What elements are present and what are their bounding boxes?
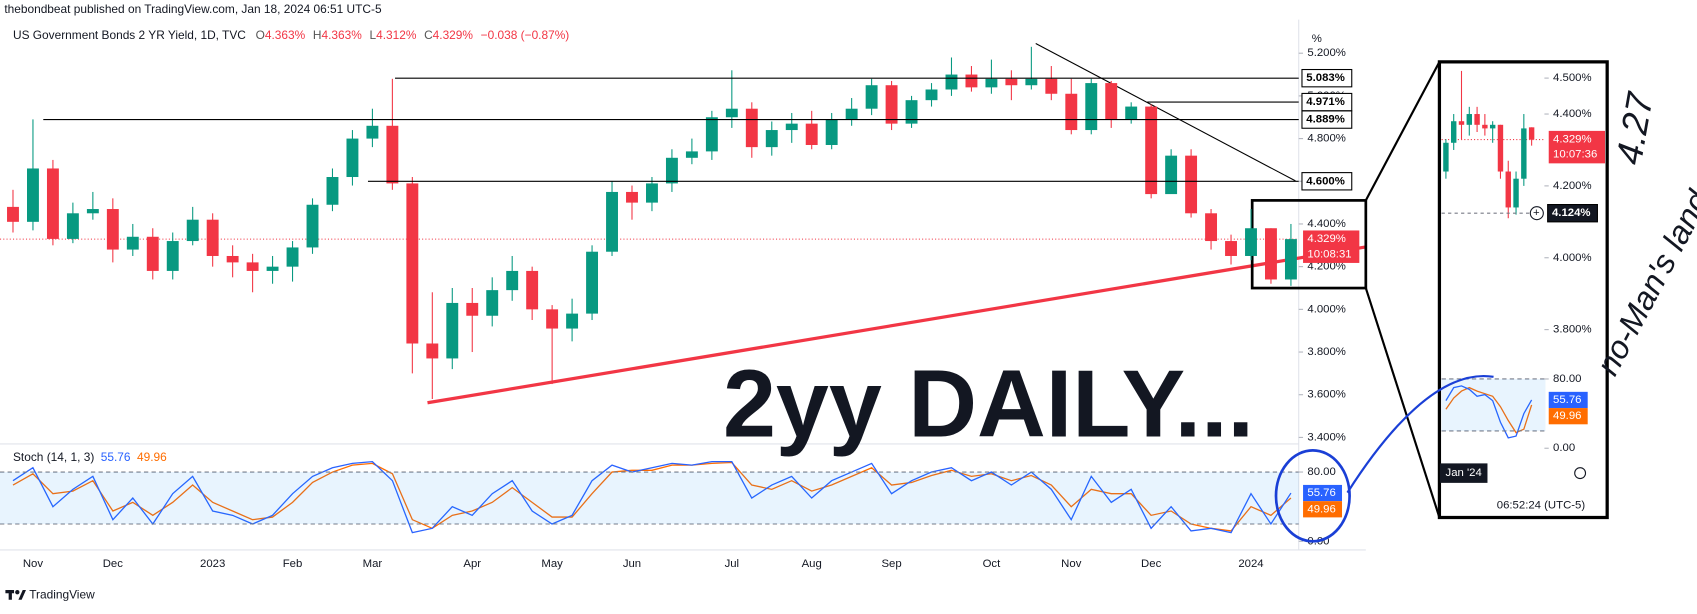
ohlc-value: 4.363% bbox=[265, 28, 306, 42]
axis-unit: % bbox=[1312, 33, 1322, 45]
x-tick-label: Dec bbox=[1141, 558, 1162, 570]
big-annotation: 2yy DAILY... bbox=[723, 352, 1254, 458]
x-tick-label: 2024 bbox=[1238, 558, 1263, 570]
x-tick-label: Jun bbox=[623, 558, 641, 570]
x-tick-label: Sep bbox=[881, 558, 901, 570]
logo-part bbox=[8, 590, 12, 600]
handwritten-circle bbox=[1274, 449, 1351, 543]
logo-part bbox=[15, 590, 20, 595]
y-tick-label: 4.200% bbox=[1553, 180, 1592, 192]
value-box bbox=[1303, 484, 1343, 502]
level-box bbox=[1301, 110, 1353, 129]
y-tick-label: 4.200% bbox=[1307, 261, 1346, 273]
y-tick-label: 4.800% bbox=[1307, 133, 1346, 145]
level-box bbox=[1301, 68, 1353, 88]
resistance-trendline bbox=[1035, 42, 1296, 182]
ohlc-key: L bbox=[369, 28, 376, 42]
level-label: 4.600% bbox=[1306, 175, 1345, 187]
y-tick-label: 4.000% bbox=[1307, 303, 1346, 315]
x-tick-label: Apr bbox=[463, 558, 481, 570]
support-trendline bbox=[427, 245, 1367, 405]
clock: 06:52:24 (UTC-5) bbox=[1497, 500, 1586, 512]
last-price-label: 4.329% bbox=[1553, 134, 1592, 146]
x-tick-label: Mar bbox=[363, 558, 383, 570]
ohlc-value: 4.329% bbox=[433, 28, 474, 42]
y-tick-label: 5.200% bbox=[1307, 47, 1346, 59]
level-label: 4.889% bbox=[1306, 114, 1345, 126]
x-tick-label: Nov bbox=[23, 558, 44, 570]
zoom-connector bbox=[1364, 287, 1441, 518]
time-label-box bbox=[1439, 463, 1488, 483]
y-tick-label: 3.400% bbox=[1307, 431, 1346, 443]
y-tick-label: 4.000% bbox=[1553, 252, 1592, 264]
y-tick-label: 3.800% bbox=[1307, 346, 1346, 358]
x-tick-label: May bbox=[541, 558, 563, 570]
x-tick-label: Nov bbox=[1061, 558, 1082, 570]
ohlc-key: C bbox=[424, 28, 433, 42]
stoch-line bbox=[12, 460, 1292, 534]
y-tick-label: 4.400% bbox=[1307, 218, 1346, 230]
y-tick-label: 80.00 bbox=[1307, 466, 1335, 478]
last-price-box bbox=[1303, 230, 1360, 263]
level-box bbox=[1301, 172, 1353, 191]
logo-part bbox=[18, 590, 26, 600]
publisher: thebondbeat published on TradingView.com… bbox=[4, 2, 382, 16]
y-tick-label: 4.400% bbox=[1553, 108, 1592, 120]
ohlc-key: H bbox=[313, 28, 322, 42]
y-tick-label: 3.600% bbox=[1307, 389, 1346, 401]
countdown: 10:07:36 bbox=[1553, 149, 1597, 161]
last-price-label: 4.329% bbox=[1307, 233, 1346, 245]
value-box bbox=[1548, 391, 1588, 409]
countdown: 10:08:31 bbox=[1307, 248, 1351, 260]
value-box bbox=[1548, 408, 1588, 425]
value-label: 55.76 bbox=[1553, 394, 1581, 406]
crosshair-button bbox=[1529, 206, 1544, 221]
ohlc-value: 4.312% bbox=[376, 28, 417, 42]
level-label: 4.124% bbox=[1552, 207, 1591, 219]
value-box bbox=[1303, 501, 1343, 518]
stoch-band bbox=[1441, 378, 1546, 431]
indicator-title: Stoch (14, 1, 3) bbox=[13, 450, 94, 464]
last-price-box bbox=[1548, 130, 1606, 164]
value-label: 49.96 bbox=[1553, 410, 1581, 422]
indicator-value: 55.76 bbox=[101, 450, 131, 464]
x-tick-label: Dec bbox=[103, 558, 124, 570]
x-tick-label: 2023 bbox=[200, 558, 225, 570]
ohlc-value: 4.363% bbox=[321, 28, 362, 42]
level-box bbox=[1547, 204, 1598, 223]
value-label: 55.76 bbox=[1307, 487, 1335, 499]
x-tick-label: Oct bbox=[983, 558, 1002, 570]
symbol: US Government Bonds 2 YR Yield, 1D, TVC bbox=[13, 28, 246, 42]
settings-icon bbox=[1574, 467, 1587, 480]
stoch-line bbox=[1445, 385, 1533, 439]
value-label: 49.96 bbox=[1307, 503, 1335, 515]
footer-brand: TradingView bbox=[29, 588, 95, 602]
y-tick-label: 0.00 bbox=[1553, 442, 1575, 454]
x-tick-label: Jan '24 bbox=[1446, 467, 1482, 479]
x-tick-label: Jul bbox=[725, 558, 740, 570]
level-label: 4.971% bbox=[1306, 96, 1345, 108]
symbol-legend: US Government Bonds 2 YR Yield, 1D, TVC … bbox=[13, 28, 569, 42]
zoom-connector bbox=[1364, 61, 1441, 201]
indicator-value: 49.96 bbox=[137, 450, 167, 464]
stoch-line bbox=[12, 461, 1292, 532]
ohlc-key: O bbox=[256, 28, 265, 42]
crosshair-plus: + bbox=[1533, 207, 1540, 219]
x-tick-label: Feb bbox=[283, 558, 303, 570]
y-tick-label: 4.500% bbox=[1553, 72, 1592, 84]
stoch-band bbox=[0, 472, 1299, 524]
y-tick-label: 3.800% bbox=[1553, 324, 1592, 336]
change: −0.038 (−0.87%) bbox=[481, 28, 570, 42]
x-tick-label: Aug bbox=[802, 558, 822, 570]
level-label: 5.083% bbox=[1306, 72, 1345, 84]
y-tick-label: 80.00 bbox=[1553, 373, 1581, 385]
footer-logo bbox=[5, 590, 26, 600]
handwritten-arrow bbox=[1346, 374, 1494, 494]
